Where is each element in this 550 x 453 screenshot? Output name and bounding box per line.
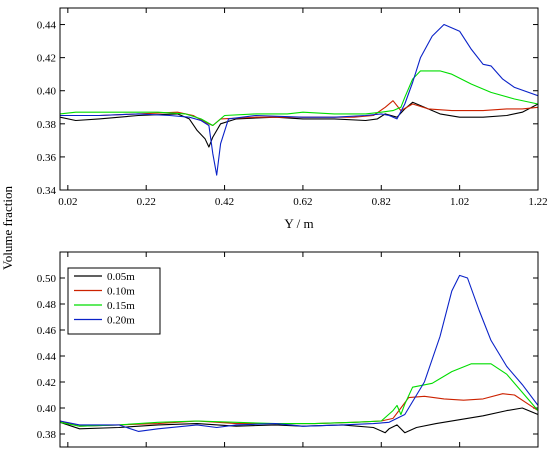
chart-panel-bottom: 0.020.220.420.620.821.021.220.380.400.42… — [37, 251, 539, 448]
plot-frame — [59, 7, 539, 191]
y-tick-label: 0.38 — [37, 119, 57, 131]
y-tick-label: 0.46 — [37, 325, 57, 337]
shared-y-axis-label: Volume fraction — [0, 186, 15, 270]
chart-panel-top: 0.02 0.22 0.42 0.62 0.82 1.02 1.22 0.34 0.36 0.38… — [37, 7, 548, 231]
x-tick-label: 0.82 — [372, 196, 391, 208]
series-line-0.10m — [60, 393, 538, 427]
series-line-0.05m — [60, 407, 538, 434]
plot-frame — [59, 251, 539, 448]
series-line-0.05m — [60, 101, 538, 148]
series-line-0.15m — [60, 363, 538, 427]
legend-label: 0.20m — [107, 315, 135, 327]
y-tick-label: 0.40 — [37, 403, 57, 415]
y-tick-label: 0.50 — [37, 273, 57, 285]
x-tick-label: 0.42 — [215, 196, 234, 208]
y-tick-label: 0.48 — [37, 299, 57, 311]
x-tick-label: 1.02 — [450, 196, 469, 208]
legend-box — [67, 267, 161, 335]
x-axis-label: Y / m — [284, 216, 313, 231]
y-tick-label: 0.34 — [37, 185, 57, 197]
series-line-0.15m — [60, 70, 538, 127]
x-tick-label: 0.22 — [137, 196, 156, 208]
y-tick-label: 0.42 — [37, 377, 56, 389]
x-tick-label: 1.22 — [528, 196, 547, 208]
y-tick-label: 0.42 — [37, 53, 56, 65]
legend-label: 0.10m — [107, 286, 135, 298]
y-tick-label: 0.40 — [37, 86, 57, 98]
legend-label: 0.15m — [107, 300, 135, 312]
x-tick-label: 0.62 — [293, 196, 312, 208]
x-tick-label: 0.02 — [58, 196, 77, 208]
series-line-0.20m — [60, 274, 538, 432]
legend-label: 0.05m — [107, 271, 135, 283]
y-tick-label: 0.44 — [37, 351, 57, 363]
y-tick-label: 0.36 — [37, 152, 57, 164]
y-tick-label: 0.38 — [37, 429, 57, 441]
y-tick-label: 0.44 — [37, 20, 57, 32]
series-line-0.20m — [60, 23, 538, 176]
